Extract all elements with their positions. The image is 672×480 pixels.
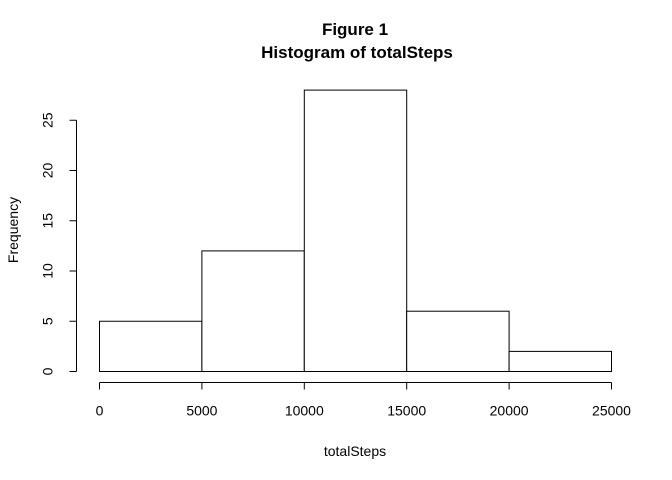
x-tick-label-0: 0 bbox=[96, 403, 104, 419]
y-tick-label-0: 0 bbox=[40, 367, 56, 375]
histogram-bar-2 bbox=[303, 89, 408, 372]
histogram-bar-4 bbox=[508, 350, 613, 372]
x-axis-label: totalSteps bbox=[324, 443, 386, 459]
x-tick-label-2: 10000 bbox=[285, 403, 324, 419]
x-tick-label-3: 15000 bbox=[387, 403, 426, 419]
x-axis: 0 5000 10000 15000 20000 25000 bbox=[96, 382, 631, 419]
y-tick-label-2: 10 bbox=[40, 263, 56, 279]
bars-group bbox=[99, 89, 613, 373]
x-tick-label-4: 20000 bbox=[490, 403, 529, 419]
chart-title: Figure 1 bbox=[322, 20, 388, 39]
y-tick-label-4: 20 bbox=[40, 163, 56, 179]
histogram-bar-0 bbox=[99, 320, 203, 372]
chart-subtitle: Histogram of totalSteps bbox=[261, 43, 453, 62]
histogram-bar-3 bbox=[406, 310, 510, 373]
y-axis: 0 5 10 15 20 25 bbox=[40, 112, 77, 375]
y-tick-label-3: 15 bbox=[40, 213, 56, 229]
x-tick-label-5: 25000 bbox=[592, 403, 631, 419]
histogram-bar-1 bbox=[201, 250, 305, 372]
y-axis-label: Frequency bbox=[5, 197, 21, 263]
y-tick-label-1: 5 bbox=[40, 317, 56, 325]
x-tick-label-1: 5000 bbox=[186, 403, 217, 419]
y-tick-label-5: 25 bbox=[40, 112, 56, 128]
